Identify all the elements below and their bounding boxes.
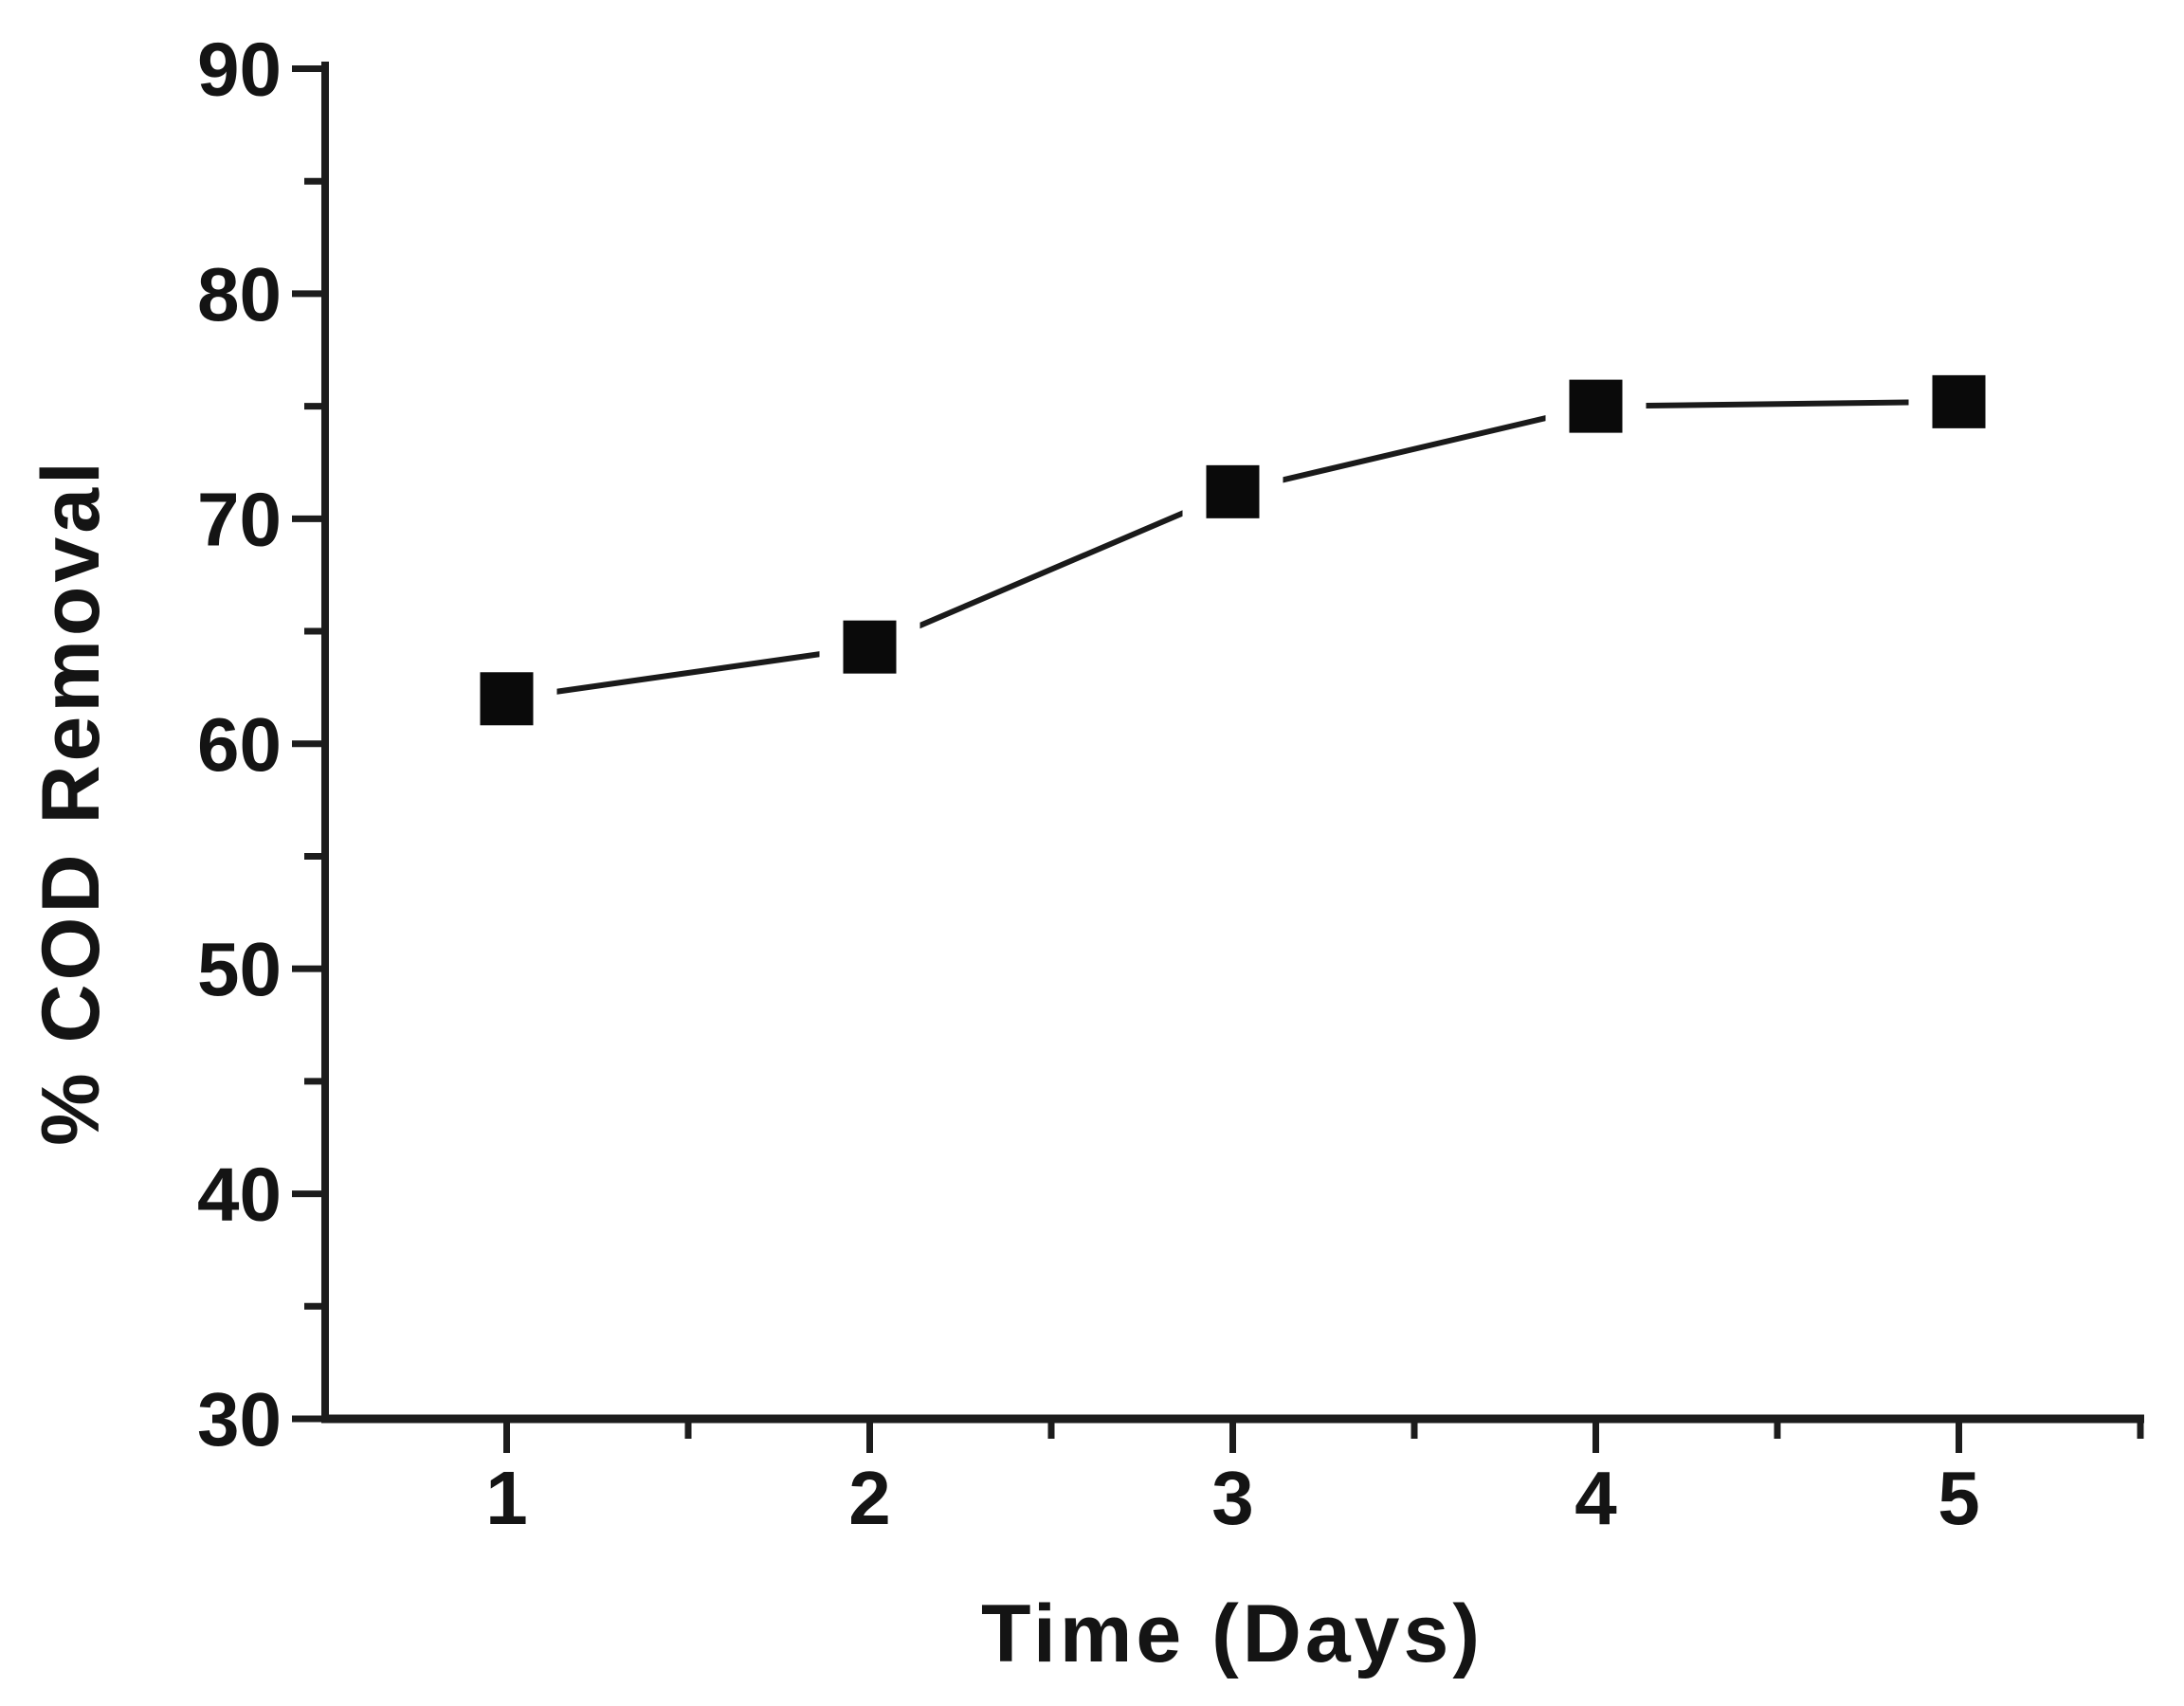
y-tick-label: 50 [197,927,282,1011]
x-tick-label: 2 [848,1456,891,1540]
data-marker-square [480,672,534,726]
data-marker-square [843,620,897,674]
y-tick-label: 60 [197,702,282,787]
y-tick-label: 70 [197,477,282,561]
y-tick-label: 90 [197,27,282,112]
axes-group [321,62,2144,1424]
data-marker-square [1206,464,1260,518]
y-tick-label: 40 [197,1152,282,1237]
x-axis-title: Time (Days) [981,1588,1483,1679]
data-marker-square [1569,379,1623,433]
x-tick-label: 1 [485,1456,528,1540]
data-marker-square [1932,374,1986,428]
ticks-group [292,65,2144,1453]
x-tick-label: 3 [1211,1456,1254,1540]
y-tick-label: 30 [197,1377,282,1461]
x-tick-label: 4 [1574,1456,1617,1540]
data-series-group [456,351,2010,750]
y-axis-title: % COD Removal [26,458,117,1146]
x-tick-label: 5 [1938,1456,1980,1540]
tick-labels-group: 30 40 50 60 70 80 90 1 2 3 4 5 [197,27,1980,1541]
y-tick-label: 80 [197,252,282,336]
